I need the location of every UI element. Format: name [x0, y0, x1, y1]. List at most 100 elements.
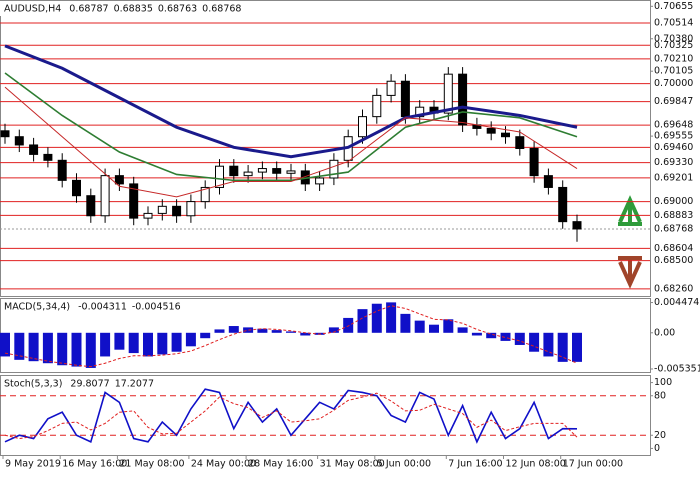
candle-body — [14, 136, 24, 146]
candle-body — [501, 132, 510, 138]
candle-body — [443, 73, 453, 114]
x-tick-label: 5 Jun 00:00 — [377, 459, 431, 470]
title-bg — [1, 377, 201, 391]
candle-body — [400, 80, 410, 118]
histogram-bar — [543, 332, 554, 357]
histogram-bar — [114, 332, 125, 350]
histogram-bar — [271, 330, 282, 333]
panel-title: AUDUSD,H4 — [4, 4, 61, 15]
x-tick-label: 21 May 08:00 — [119, 459, 184, 470]
histogram-bar — [157, 332, 168, 355]
histogram-bar — [200, 332, 211, 339]
candle-body — [172, 205, 182, 217]
last-price-label: 0.68768 — [654, 223, 693, 234]
frame — [0, 0, 651, 456]
histogram-bar — [14, 332, 25, 360]
title-bg — [1, 300, 231, 314]
panel-value: 29.8077 — [70, 379, 109, 390]
candle-body — [272, 168, 282, 174]
histogram-bar — [0, 332, 10, 357]
y-tick-label: -0.005351 — [654, 363, 700, 374]
candle-body — [186, 201, 196, 217]
candle-body — [386, 80, 396, 96]
stoch-panel — [0, 375, 651, 456]
y-tick-label: 0.70380 — [654, 33, 693, 44]
candle-body — [315, 177, 325, 185]
histogram-bar — [328, 327, 339, 333]
candle-body — [558, 186, 568, 223]
candle-body — [143, 212, 153, 219]
signal-line — [4, 305, 578, 368]
y-tick-label: 100 — [654, 377, 672, 388]
level-label: 0.70514 — [654, 17, 693, 28]
x-tick-label: 17 Jun 00:00 — [563, 459, 623, 470]
histogram-bar — [457, 327, 468, 333]
histogram-bar — [557, 332, 568, 362]
panel-value: -0.004516 — [132, 302, 181, 313]
histogram-bar — [343, 317, 354, 333]
histogram-bar — [128, 332, 139, 354]
down-arrow — [618, 256, 642, 289]
candle-body — [572, 221, 582, 230]
histogram-bar — [185, 332, 196, 347]
candle-body — [129, 183, 139, 219]
candle-body — [114, 175, 124, 185]
candle-body — [100, 175, 110, 217]
candle-body — [243, 171, 253, 177]
histogram-bar — [28, 332, 39, 362]
x-tick-label: 28 May 16:00 — [248, 459, 313, 470]
candle-body — [72, 179, 81, 197]
histogram-bar — [443, 319, 454, 333]
level-label: 0.70000 — [654, 78, 693, 89]
x-tick-label: 7 Jun 16:00 — [448, 459, 502, 470]
histogram-bar — [371, 303, 382, 333]
histogram-bar — [300, 332, 311, 336]
histogram-bar — [143, 332, 153, 357]
histogram-bar — [100, 332, 111, 357]
candle-body — [43, 153, 53, 161]
level-label: 0.68604 — [654, 243, 693, 254]
candle-body — [229, 165, 239, 177]
histogram-bar — [171, 332, 182, 352]
level-label: 0.69330 — [654, 157, 693, 168]
histogram-bar — [214, 329, 225, 333]
y-tick-label: 0.70105 — [654, 66, 693, 77]
level-label: 0.69000 — [654, 196, 693, 207]
x-tick-label: 31 May 08:00 — [320, 459, 385, 470]
candle-body — [200, 186, 210, 203]
histogram-bar — [386, 302, 397, 333]
y-tick-label: 0.00 — [654, 327, 675, 338]
y-tick-label: 0.69555 — [654, 131, 693, 142]
candle-body — [543, 175, 553, 188]
histogram-bar — [486, 332, 497, 339]
candle-body — [157, 205, 167, 214]
histogram-bar — [514, 332, 525, 345]
level-label: 0.69460 — [654, 142, 693, 153]
y-tick-label: 0.004474 — [654, 297, 699, 308]
panel-value: 0.68787 — [69, 4, 108, 15]
histogram-bar — [243, 327, 254, 333]
panel-value: 0.68763 — [158, 4, 197, 15]
stoch-line — [4, 388, 578, 444]
histogram-bar — [57, 332, 68, 366]
y-tick-label: 80 — [654, 390, 666, 401]
histogram-bar — [228, 326, 239, 333]
candle-body — [86, 195, 96, 217]
candle-body — [215, 165, 224, 188]
candle-body — [515, 136, 525, 149]
x-tick-label: 16 May 16:00 — [62, 459, 127, 470]
x-tick-label: 9 May 2019 — [5, 459, 61, 470]
histogram-bar — [286, 331, 296, 333]
histogram-bar — [71, 332, 82, 367]
histogram-bar — [471, 332, 482, 336]
level-label: 0.69648 — [654, 120, 693, 131]
level-label: 0.69847 — [654, 96, 693, 107]
histogram-bar — [429, 324, 439, 333]
y-tick-label: 0 — [654, 443, 660, 454]
histogram-bar — [85, 332, 96, 368]
candle-body — [329, 159, 339, 179]
candle-body — [286, 170, 296, 174]
